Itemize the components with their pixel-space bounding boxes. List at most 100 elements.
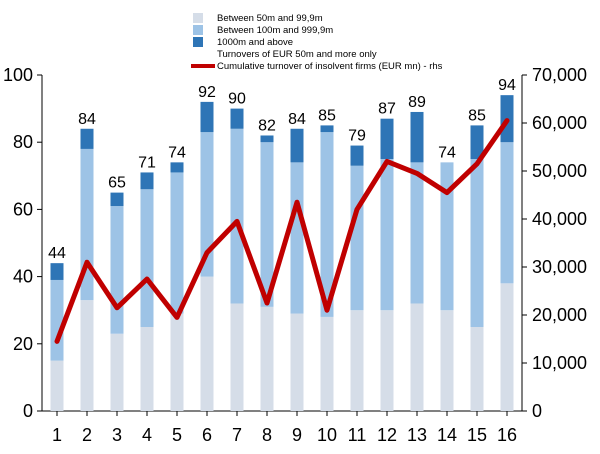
x-tick-label: 13 xyxy=(407,425,427,445)
bar-segment xyxy=(230,128,244,304)
bar-segment xyxy=(410,111,424,163)
total-label: 89 xyxy=(408,94,426,111)
total-label: 87 xyxy=(378,101,396,118)
bar-segment xyxy=(440,310,454,411)
legend-label: Between 100m and 999,9m xyxy=(217,25,333,36)
y2-tick-label: 0 xyxy=(532,401,542,421)
bar-segment xyxy=(500,283,514,411)
x-tick-label: 4 xyxy=(142,425,152,445)
x-tick-label: 10 xyxy=(317,425,337,445)
total-label: 79 xyxy=(348,128,366,145)
bar-segment xyxy=(260,142,274,307)
bar-segment xyxy=(350,165,364,311)
y2-tick-label: 20,000 xyxy=(532,305,587,325)
y-tick-label: 60 xyxy=(13,199,33,219)
total-label: 82 xyxy=(258,117,276,134)
x-tick-label: 5 xyxy=(172,425,182,445)
turnover-line xyxy=(54,118,510,344)
bar-segment xyxy=(320,132,334,317)
x-tick-label: 16 xyxy=(497,425,517,445)
bar-segment xyxy=(50,263,64,280)
bar-segment xyxy=(80,300,94,411)
bar-segment xyxy=(410,303,424,411)
y2-tick-label: 30,000 xyxy=(532,257,587,277)
bar-segment xyxy=(470,327,484,411)
bar-segment xyxy=(320,125,334,133)
total-label: 65 xyxy=(108,175,126,192)
legend-label: Between 50m and 99,9m xyxy=(217,13,323,24)
total-label: 74 xyxy=(438,144,456,161)
bar-segment xyxy=(290,162,304,314)
x-tick-label: 7 xyxy=(232,425,242,445)
bar-segment xyxy=(380,310,394,411)
legend-label: Turnovers of EUR 50m and more only xyxy=(217,49,377,60)
y2-tick-label: 70,000 xyxy=(532,65,587,85)
total-label: 84 xyxy=(288,111,306,128)
bar-segment xyxy=(380,118,394,159)
bar-segment xyxy=(350,310,364,411)
bar-segment xyxy=(320,316,334,411)
legend-label: Cumulative turnover of insolvent firms (… xyxy=(217,61,443,72)
bar-segment xyxy=(290,313,304,411)
x-tick-label: 3 xyxy=(112,425,122,445)
legend-swatch xyxy=(193,25,203,35)
total-label: 92 xyxy=(198,84,216,101)
total-label: 90 xyxy=(228,91,246,108)
legend-label: 1000m and above xyxy=(217,37,293,48)
bar-segment xyxy=(200,132,214,277)
bar-segment xyxy=(260,135,274,143)
bars xyxy=(50,95,514,411)
x-tick-label: 14 xyxy=(437,425,457,445)
y2-tick-label: 50,000 xyxy=(532,161,587,181)
bar-segment xyxy=(80,128,94,149)
total-label: 85 xyxy=(318,107,336,124)
bar-segment xyxy=(50,279,64,361)
x-tick-label: 12 xyxy=(377,425,397,445)
bar-segment xyxy=(500,142,514,284)
y-tick-label: 80 xyxy=(13,132,33,152)
legend-swatch xyxy=(193,37,203,47)
data-labels: 44 84 65 71 74 92 90 82 84 85 79 87 89 74 85 94 xyxy=(48,77,516,262)
x-tick-label: 8 xyxy=(262,425,272,445)
bar-segment xyxy=(230,303,244,411)
bar-segment xyxy=(110,206,124,334)
bar-segment xyxy=(170,172,184,314)
y2-tick-label: 60,000 xyxy=(532,113,587,133)
x-tick-label: 2 xyxy=(82,425,92,445)
bar-segment xyxy=(140,189,154,327)
x-tick-label: 15 xyxy=(467,425,487,445)
x-tick-label: 6 xyxy=(202,425,212,445)
x-tick-label: 1 xyxy=(52,425,62,445)
total-label: 85 xyxy=(468,107,486,124)
total-label: 71 xyxy=(138,154,156,171)
bar-segment xyxy=(470,125,484,159)
bar-segment xyxy=(110,333,124,411)
bar-segment xyxy=(110,192,124,207)
bar-segment xyxy=(380,159,394,311)
x-tick-label: 11 xyxy=(348,425,367,445)
bar-segment xyxy=(170,313,184,411)
total-label: 74 xyxy=(168,144,186,161)
bar-segment xyxy=(350,145,364,166)
turnover-line-path xyxy=(54,118,510,344)
bar-segment xyxy=(80,148,94,301)
total-label: 44 xyxy=(48,245,66,262)
bar-segment xyxy=(470,159,484,327)
bar-segment xyxy=(50,360,64,411)
axes: 0 20 40 60 80 100 0 10,000 20,000 30,000 40,000 50,… xyxy=(3,65,587,445)
x-tick-label: 9 xyxy=(292,425,302,445)
total-label: 94 xyxy=(498,77,516,94)
bar-segment xyxy=(200,101,214,133)
bar-segment xyxy=(260,306,274,411)
bar-segment xyxy=(410,162,424,304)
y-tick-label: 40 xyxy=(13,267,33,287)
bar-segment xyxy=(290,128,304,163)
bar-segment xyxy=(140,172,154,190)
y-tick-label: 0 xyxy=(23,401,33,421)
y2-tick-label: 10,000 xyxy=(532,353,587,373)
y-tick-label: 20 xyxy=(13,334,33,354)
legend-swatch xyxy=(193,13,203,23)
bar-segment xyxy=(170,162,184,173)
